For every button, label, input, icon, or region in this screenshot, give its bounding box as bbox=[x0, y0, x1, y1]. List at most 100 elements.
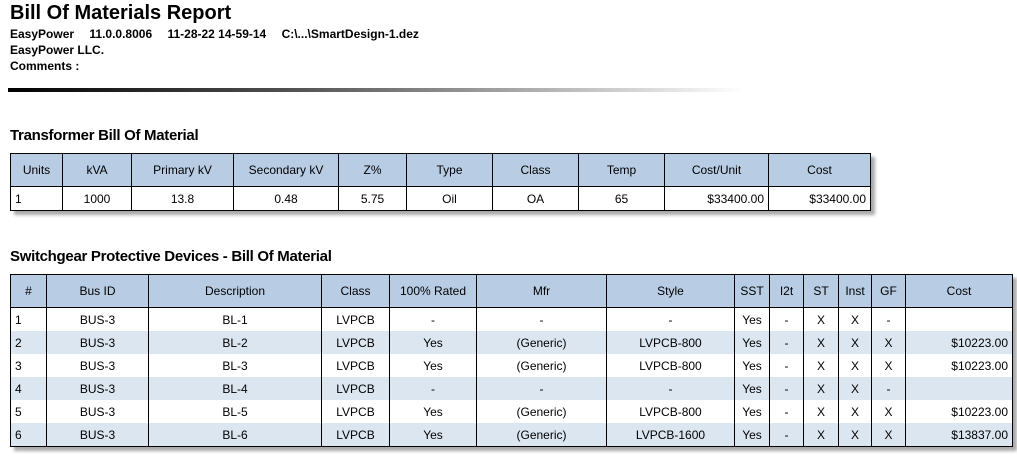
table-cell: - bbox=[476, 307, 607, 331]
table-cell: - bbox=[606, 377, 735, 400]
table-cell: (Generic) bbox=[476, 354, 607, 377]
table-cell: 0.48 bbox=[233, 186, 339, 211]
table-cell: LVPCB bbox=[321, 307, 390, 331]
table-cell: 65 bbox=[578, 186, 665, 211]
table-cell: $33400.00 bbox=[768, 186, 871, 211]
table-head: Units kVA Primary kV Secondary kV Z% Type Clas… bbox=[10, 153, 871, 187]
table-row: 2 BUS-3 BL-2 LVPCB Yes (Generic) LVPCB-800 Yes -… bbox=[10, 331, 1013, 354]
company: EasyPower LLC. bbox=[10, 43, 105, 57]
table-row: 6 BUS-3 BL-6 LVPCB Yes (Generic) LVPCB-1600 Yes… bbox=[10, 423, 1013, 447]
comments: Comments : bbox=[10, 59, 80, 73]
table-cell: 13.8 bbox=[131, 186, 234, 211]
column-header: ST bbox=[803, 274, 839, 308]
divider bbox=[8, 88, 743, 92]
table-cell: X bbox=[803, 400, 839, 423]
table-head: # Bus ID Description Class 100% Rated Mfr Styl… bbox=[10, 274, 1013, 308]
table-cell: Yes bbox=[389, 331, 477, 354]
table-row: 1 1000 13.8 0.48 5.75 Oil OA 65 $33400.00 $33400.… bbox=[10, 186, 871, 211]
column-header: SST bbox=[734, 274, 770, 308]
header-row: # Bus ID Description Class 100% Rated Mfr Styl… bbox=[10, 274, 1013, 308]
table-cell: LVPCB bbox=[321, 354, 390, 377]
table-cell: $13837.00 bbox=[905, 423, 1013, 447]
table-body: 1 BUS-3 BL-1 LVPCB - - - Yes - X X -2 BUS-3 BL-2 LVPCB… bbox=[10, 307, 1013, 447]
table-cell: Oil bbox=[406, 186, 493, 211]
column-header: Style bbox=[606, 274, 735, 308]
column-header: Cost bbox=[905, 274, 1013, 308]
table-cell: 1 bbox=[10, 186, 63, 211]
table-cell: LVPCB-800 bbox=[606, 354, 735, 377]
table-cell bbox=[905, 377, 1013, 400]
table-cell: BL-1 bbox=[148, 307, 322, 331]
column-header: Description bbox=[148, 274, 322, 308]
table-cell: - bbox=[769, 354, 804, 377]
table-cell: Yes bbox=[734, 331, 770, 354]
table-cell: Yes bbox=[734, 377, 770, 400]
table-cell: X bbox=[803, 354, 839, 377]
table-cell: LVPCB bbox=[321, 331, 390, 354]
table-cell: $33400.00 bbox=[664, 186, 769, 211]
table-cell: LVPCB-800 bbox=[606, 400, 735, 423]
table-cell: BL-2 bbox=[148, 331, 322, 354]
column-header: Class bbox=[492, 153, 579, 187]
table-cell: X bbox=[871, 354, 906, 377]
table-cell: 1 bbox=[10, 307, 47, 331]
table-body: 1 1000 13.8 0.48 5.75 Oil OA 65 $33400.00 $33400.… bbox=[10, 186, 871, 211]
table-row: 4 BUS-3 BL-4 LVPCB - - - Yes - X X - bbox=[10, 377, 1013, 400]
table-cell: 5 bbox=[10, 400, 47, 423]
table-cell: X bbox=[838, 307, 872, 331]
table-cell: - bbox=[606, 307, 735, 331]
table-cell: BL-5 bbox=[148, 400, 322, 423]
table-cell: BL-3 bbox=[148, 354, 322, 377]
table-cell: 6 bbox=[10, 423, 47, 447]
table-cell bbox=[905, 307, 1013, 331]
table-cell: LVPCB bbox=[321, 423, 390, 447]
table-cell: X bbox=[838, 423, 872, 447]
column-header: I2t bbox=[769, 274, 804, 308]
table-cell: X bbox=[871, 400, 906, 423]
table-cell: - bbox=[871, 377, 906, 400]
table-cell: 5.75 bbox=[338, 186, 407, 211]
table-cell: X bbox=[871, 423, 906, 447]
table-cell: LVPCB-1600 bbox=[606, 423, 735, 447]
table-cell: BL-4 bbox=[148, 377, 322, 400]
report-title: Bill Of Materials Report bbox=[10, 2, 232, 24]
table-cell: X bbox=[838, 377, 872, 400]
datetime: 11-28-22 14-59-14 bbox=[167, 27, 267, 41]
column-header: Secondary kV bbox=[233, 153, 339, 187]
column-header: Mfr bbox=[476, 274, 607, 308]
table-cell: X bbox=[838, 400, 872, 423]
column-header: Inst bbox=[838, 274, 872, 308]
column-header: kVA bbox=[62, 153, 132, 187]
version: 11.0.0.8006 bbox=[89, 27, 153, 41]
table-cell: - bbox=[871, 307, 906, 331]
table-cell: $10223.00 bbox=[905, 331, 1013, 354]
table-cell: X bbox=[838, 331, 872, 354]
table-cell: - bbox=[389, 307, 477, 331]
table-cell: X bbox=[838, 354, 872, 377]
table-cell: - bbox=[389, 377, 477, 400]
table-row: 1 BUS-3 BL-1 LVPCB - - - Yes - X X - bbox=[10, 307, 1013, 331]
table-cell: Yes bbox=[389, 423, 477, 447]
table-cell: OA bbox=[492, 186, 579, 211]
file: C:\...\SmartDesign-1.dez bbox=[281, 27, 419, 41]
column-header: Units bbox=[10, 153, 63, 187]
column-header: Bus ID bbox=[46, 274, 149, 308]
table-cell: 2 bbox=[10, 331, 47, 354]
table-cell: (Generic) bbox=[476, 331, 607, 354]
column-header: Primary kV bbox=[131, 153, 234, 187]
table-cell: Yes bbox=[734, 400, 770, 423]
column-header: GF bbox=[871, 274, 906, 308]
column-header: Class bbox=[321, 274, 390, 308]
table-row: 3 BUS-3 BL-3 LVPCB Yes (Generic) LVPCB-800 Yes -… bbox=[10, 354, 1013, 377]
table-cell: BL-6 bbox=[148, 423, 322, 447]
table-cell: Yes bbox=[734, 423, 770, 447]
table-cell: Yes bbox=[734, 307, 770, 331]
table-cell: X bbox=[803, 423, 839, 447]
table-cell: - bbox=[769, 423, 804, 447]
table-cell: BUS-3 bbox=[46, 354, 149, 377]
table-cell: BUS-3 bbox=[46, 331, 149, 354]
table-cell: BUS-3 bbox=[46, 377, 149, 400]
column-header: 100% Rated bbox=[389, 274, 477, 308]
product: EasyPower bbox=[10, 27, 75, 41]
